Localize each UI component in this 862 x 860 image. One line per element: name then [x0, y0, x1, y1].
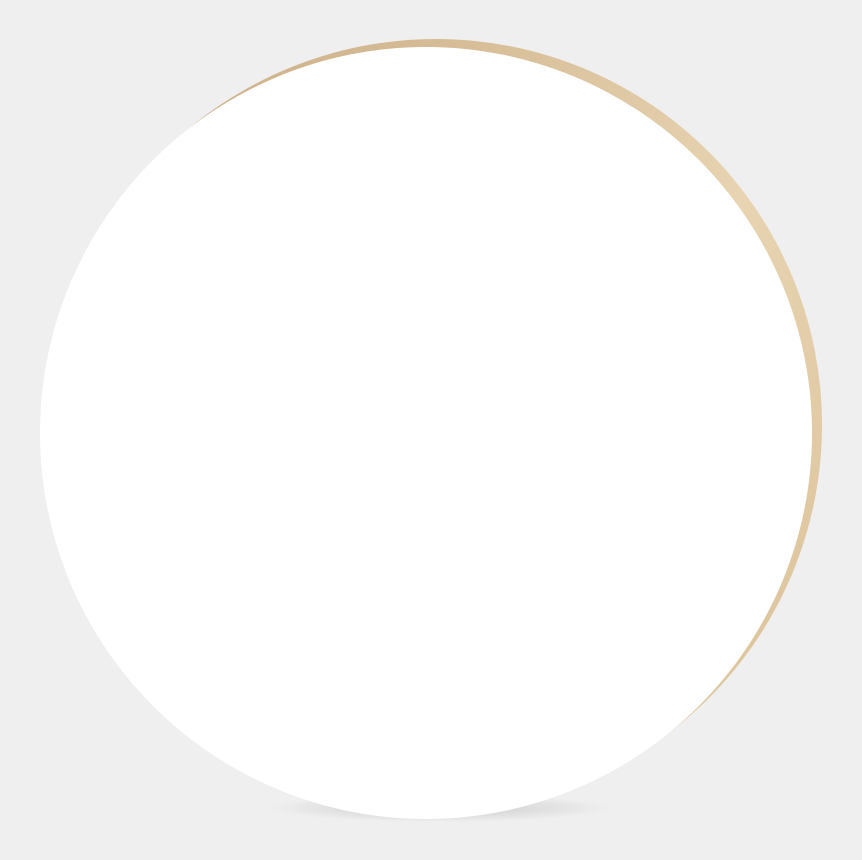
whiteboard-surface [40, 47, 812, 819]
